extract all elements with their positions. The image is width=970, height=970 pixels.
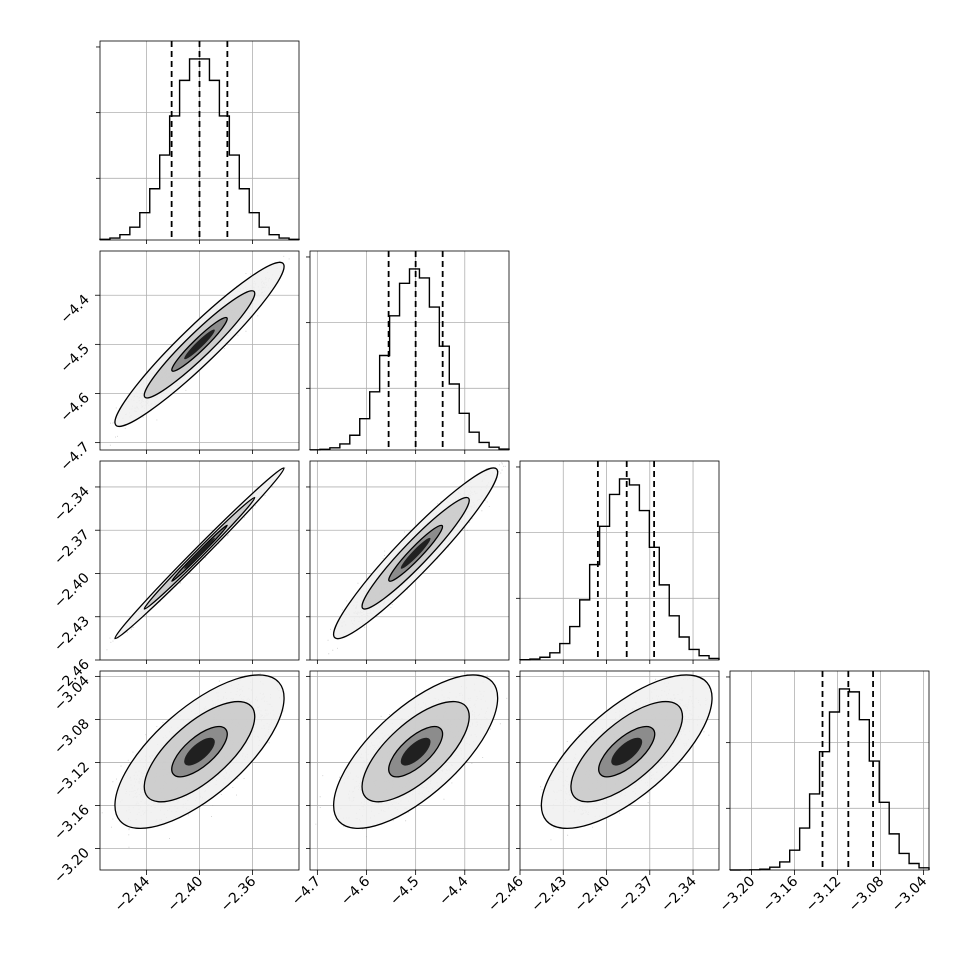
y-tick-label: −2.40 [51,570,93,612]
y-tick-label: −4.4 [57,292,92,327]
histogram-panel [516,460,720,664]
histogram-panel [306,250,510,454]
x-tick-label: −2.37 [615,874,657,916]
x-tick-label: −2.46 [485,873,527,915]
x-tick-label: −3.12 [803,874,845,916]
scatter-panel [516,670,720,871]
histogram-step-line [729,688,930,871]
panel-frame [519,670,720,871]
scatter-panel [99,250,300,454]
scatter-panel [306,670,510,871]
x-tick-label: −4.6 [338,873,373,908]
x-tick-label: −3.08 [846,874,888,916]
density-core [400,537,431,569]
y-tick-label: −2.43 [51,613,93,655]
x-tick-label: −2.40 [572,874,614,916]
scatter-panel [99,460,300,664]
panel-frame [309,670,510,871]
y-tick-label: −3.20 [51,845,93,887]
density-core [611,737,643,766]
y-tick-label: −4.5 [57,341,92,376]
panel-frame [309,250,510,451]
histogram-step-line [309,268,510,451]
x-tick-label: −2.44 [112,873,154,915]
x-tick-label: −2.34 [658,873,700,915]
y-tick-label: −3.08 [51,716,93,758]
histogram-step-line [519,478,720,661]
x-tick-label: −2.40 [165,874,207,916]
density-core [184,329,215,360]
density-core [184,737,215,766]
x-tick-label: −3.04 [889,873,931,915]
y-tick-label: −3.16 [51,802,93,844]
panel-frame [309,460,510,661]
x-tick-label: −4.7 [289,874,324,909]
y-tick-label: −3.12 [51,759,93,801]
y-tick-label: −2.37 [51,527,93,569]
scatter-panel [306,460,510,664]
panel-frame [729,670,930,871]
x-tick-label: −4.5 [387,874,422,909]
scatter-panel [99,670,300,871]
y-tick-label: −4.7 [57,439,92,474]
histogram-panel [726,670,930,871]
panel-background [730,671,929,870]
x-tick-label: −2.36 [218,873,260,915]
x-tick-label: −3.16 [760,873,802,915]
x-tick-label: −4.4 [436,873,471,908]
histogram-panel [96,40,300,244]
panel-frame [519,460,720,661]
panel-frame [99,670,300,871]
y-tick-label: −2.34 [51,483,93,525]
y-tick-label: −4.6 [57,390,92,425]
x-tick-label: −2.43 [528,874,570,916]
x-tick-label: −3.20 [717,874,759,916]
histogram-step-line [99,58,300,241]
density-core [184,537,215,569]
density-core [400,737,431,766]
panel-background [310,251,509,450]
